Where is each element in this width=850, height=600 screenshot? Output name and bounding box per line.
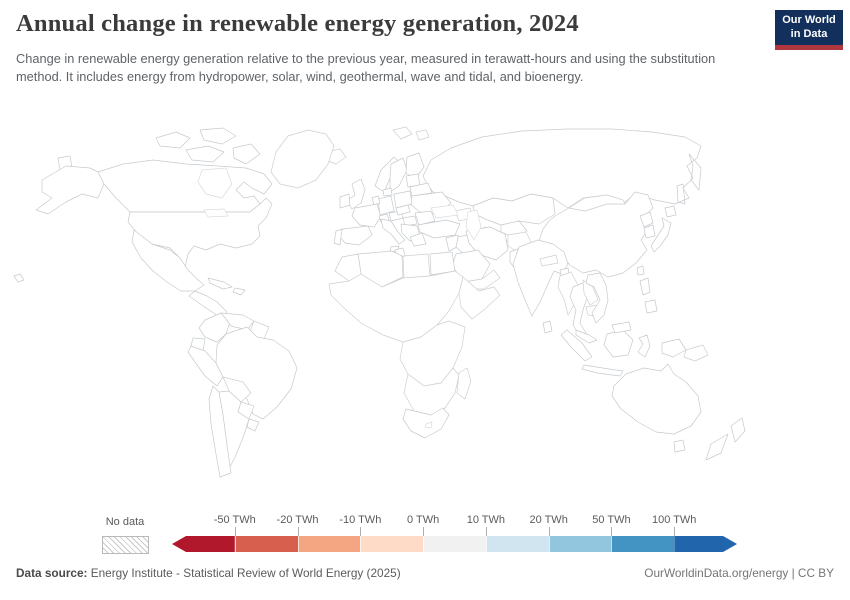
country-madagascar[interactable]	[456, 367, 472, 400]
country-cuba[interactable]	[207, 277, 233, 290]
country-australia[interactable]	[611, 363, 702, 453]
country-united-states[interactable]	[13, 165, 273, 283]
country-ireland[interactable]	[339, 193, 351, 209]
world-map-svg	[13, 126, 746, 478]
world-map	[8, 124, 798, 506]
legend-tick	[485, 527, 487, 536]
country-hungary[interactable]	[402, 215, 418, 227]
caspian-sea	[465, 209, 482, 241]
region-horn-of-africa[interactable]	[458, 276, 501, 320]
legend-tick	[423, 527, 425, 536]
footer: Data source: Energy Institute - Statisti…	[16, 566, 834, 580]
country-sweden[interactable]	[389, 157, 408, 193]
country-canada[interactable]	[97, 127, 273, 213]
region-west-africa-sahel[interactable]	[328, 270, 464, 343]
country-south-korea[interactable]	[643, 224, 656, 239]
legend-bin-lt-50[interactable]	[172, 536, 235, 552]
country-france[interactable]	[351, 203, 382, 228]
legend-tick	[297, 527, 299, 536]
data-source-text: Energy Institute - Statistical Review of…	[87, 566, 401, 580]
country-romania[interactable]	[414, 210, 436, 226]
great-lakes	[203, 208, 229, 218]
owid-logo-accent-bar	[775, 45, 843, 50]
legend-bin-gt100[interactable]	[674, 536, 737, 552]
country-turkey[interactable]	[417, 219, 461, 239]
legend-bin-50-100[interactable]	[611, 536, 675, 552]
legend-bin-10-20[interactable]	[485, 536, 549, 552]
country-svalbard[interactable]	[392, 126, 430, 141]
legend-bin-0-10[interactable]	[423, 536, 486, 552]
legend-tick	[674, 527, 676, 536]
country-japan[interactable]	[650, 205, 677, 253]
country-greenland[interactable]	[270, 129, 335, 189]
country-papua-new-guinea[interactable]	[683, 344, 709, 362]
country-taiwan[interactable]	[636, 265, 645, 276]
black-sea	[430, 204, 459, 219]
country-benelux[interactable]	[371, 195, 381, 206]
country-greece[interactable]	[409, 232, 427, 247]
country-germany[interactable]	[377, 195, 395, 216]
country-sri-lanka[interactable]	[542, 320, 553, 334]
page-title: Annual change in renewable energy genera…	[16, 10, 579, 37]
country-indonesia[interactable]	[560, 329, 687, 377]
country-czechia[interactable]	[395, 204, 411, 216]
legend-tick	[234, 527, 236, 536]
country-russia[interactable]	[57, 128, 702, 209]
legend-bin-20-50[interactable]	[548, 536, 612, 552]
region-southern-africa[interactable]	[403, 367, 460, 416]
legend-tick-label: 0 TWh	[407, 514, 440, 526]
country-south-africa[interactable]	[402, 407, 450, 439]
legend-tick-label: -20 TWh	[276, 514, 319, 526]
country-finland[interactable]	[405, 152, 425, 180]
country-chile[interactable]	[208, 385, 232, 478]
chart-subtitle: Change in renewable energy generation re…	[16, 51, 716, 85]
country-north-korea[interactable]	[639, 211, 654, 228]
country-mongolia[interactable]	[568, 194, 626, 212]
country-spain[interactable]	[337, 225, 373, 246]
no-data-label: No data	[105, 516, 145, 528]
region-central-east-africa[interactable]	[399, 320, 466, 387]
country-malaysia[interactable]	[575, 321, 632, 344]
legend-tick-label: 100 TWh	[652, 514, 697, 526]
legend-tick	[360, 527, 362, 536]
legend-tick-label: 20 TWh	[529, 514, 568, 526]
no-data-swatch[interactable]	[102, 536, 149, 554]
country-philippines[interactable]	[639, 277, 658, 314]
legend-bar: -50 TWh -20 TWh -10 TWh 0 TWh 10 TWh 20 TWh 50…	[172, 514, 737, 552]
legend-tick-label: -50 TWh	[213, 514, 256, 526]
legend-bin--20--10[interactable]	[297, 536, 361, 552]
country-libya[interactable]	[402, 253, 431, 279]
legend-bin--10-0[interactable]	[360, 536, 424, 552]
country-uruguay[interactable]	[246, 418, 260, 432]
country-kazakhstan[interactable]	[472, 193, 556, 226]
owid-logo-text: Our World in Data	[775, 10, 843, 45]
legend-tick-label: 10 TWh	[466, 514, 506, 526]
owid-link[interactable]: OurWorldinData.org/energy | CC BY	[644, 566, 834, 580]
country-united-kingdom[interactable]	[346, 178, 366, 210]
country-poland[interactable]	[393, 190, 413, 209]
country-hispaniola[interactable]	[232, 287, 246, 296]
country-vietnam[interactable]	[585, 272, 609, 324]
hudson-bay	[197, 167, 233, 199]
legend-tick	[548, 527, 550, 536]
country-bolivia[interactable]	[222, 376, 252, 403]
legend-tick-label: 50 TWh	[592, 514, 631, 526]
country-denmark[interactable]	[382, 187, 393, 197]
lesotho-enclave	[424, 421, 433, 429]
country-portugal[interactable]	[333, 228, 343, 246]
country-peru[interactable]	[187, 345, 224, 387]
country-mexico[interactable]	[131, 229, 205, 292]
owid-logo[interactable]: Our World in Data	[775, 10, 843, 50]
country-brazil[interactable]	[215, 326, 298, 420]
country-new-zealand[interactable]	[705, 417, 746, 461]
country-nepal[interactable]	[539, 254, 559, 267]
map-legend: No data -50 TWh -20 TWh -10 TWh 0 TWh 10 TWh…	[0, 510, 850, 560]
data-source-label: Data source:	[16, 566, 88, 580]
legend-bin--50--20[interactable]	[234, 536, 298, 552]
legend-tick	[611, 527, 613, 536]
data-source: Data source: Energy Institute - Statisti…	[16, 566, 401, 580]
legend-tick-label: -10 TWh	[339, 514, 382, 526]
